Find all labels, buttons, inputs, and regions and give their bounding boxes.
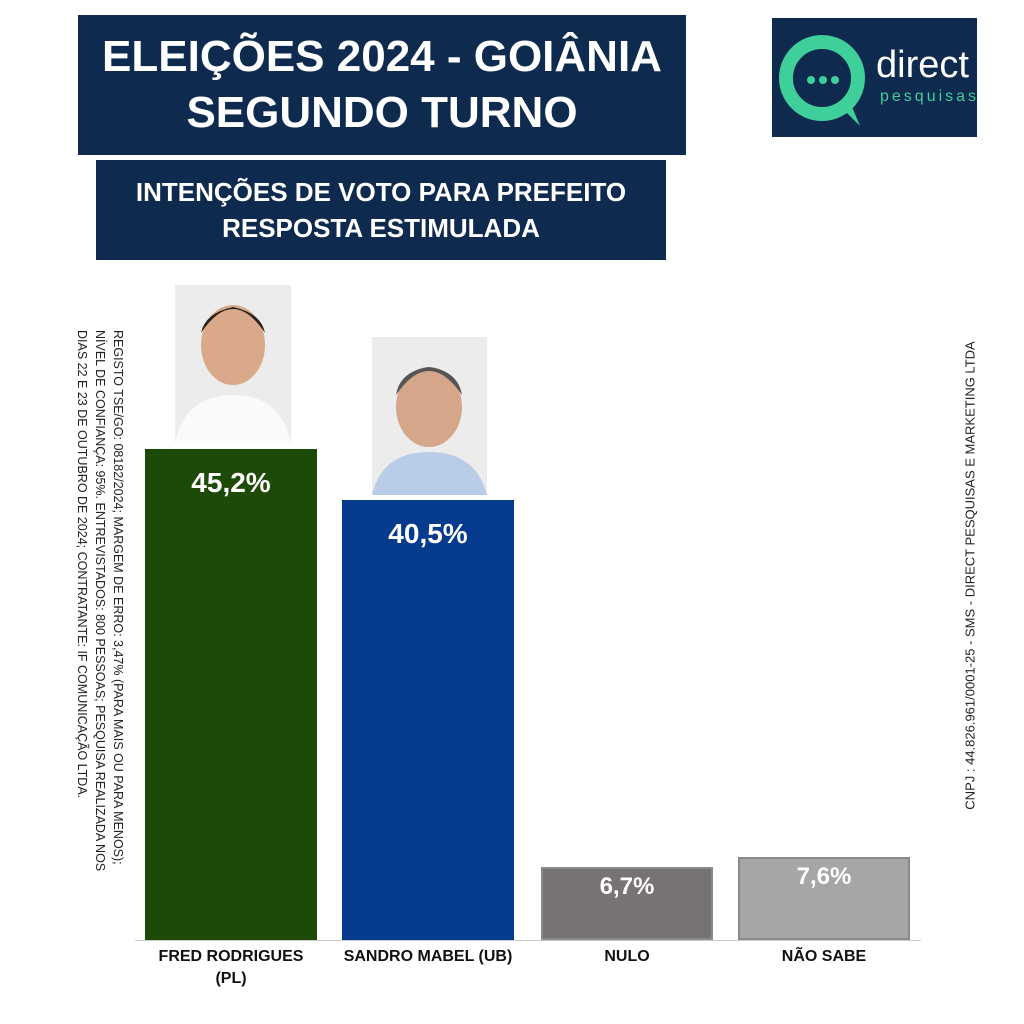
- bar: [738, 857, 910, 940]
- logo-tail: [840, 102, 860, 126]
- subtitle: INTENÇÕES DE VOTO PARA PREFEITO: [135, 177, 627, 207]
- value-label: 40,5%: [388, 518, 468, 550]
- subtitle-box: INTENÇÕES DE VOTO PARA PREFEITO RESPOSTA…: [96, 160, 666, 260]
- title: ELEIÇÕES 2024 - GOIÂNIA: [102, 32, 662, 81]
- logo-subtext: pesquisas: [880, 88, 980, 105]
- note-line: NÍVEL DE CONFIANÇA: 95%. ENTREVISTADOS: …: [93, 330, 107, 872]
- candidate-photo: [372, 337, 487, 495]
- company-note: CNPJ : 44.826.961/0001-25 - SMS - DIRECT…: [962, 341, 978, 810]
- note-line: REGISTO TSE/GO: 08182/2024; MARGEM DE ER…: [111, 330, 125, 865]
- subtitle: RESPOSTA ESTIMULADA: [222, 213, 540, 243]
- category-label: FRED RODRIGUES (PL): [158, 948, 304, 987]
- logo-ring: [779, 35, 865, 121]
- category-label: SANDRO MABEL (UB): [343, 948, 513, 965]
- title-box: ELEIÇÕES 2024 - GOIÂNIA SEGUNDO TURNO: [78, 15, 686, 155]
- logo-text: direct: [876, 44, 969, 86]
- logo-icon: [779, 35, 865, 126]
- value-label: 45,2%: [191, 467, 271, 499]
- baseline: [135, 940, 921, 941]
- category-label: NÃO SABE: [781, 948, 867, 965]
- methodology-note: REGISTO TSE/GO: 08182/2024; MARGEM DE ER…: [73, 330, 127, 890]
- bar: [342, 500, 514, 940]
- logo: direct pesquisas: [772, 18, 977, 137]
- category-label: NULO: [604, 948, 650, 965]
- value-label: 6,7%: [599, 873, 655, 901]
- note-line: DIAS 22 E 23 DE OUTUBRO DE 2024; CONTRAT…: [75, 330, 89, 799]
- bar: [145, 449, 317, 940]
- value-label: 7,6%: [796, 863, 852, 891]
- title: SEGUNDO TURNO: [186, 88, 578, 137]
- bar: [541, 867, 713, 940]
- candidate-photo: [175, 285, 291, 443]
